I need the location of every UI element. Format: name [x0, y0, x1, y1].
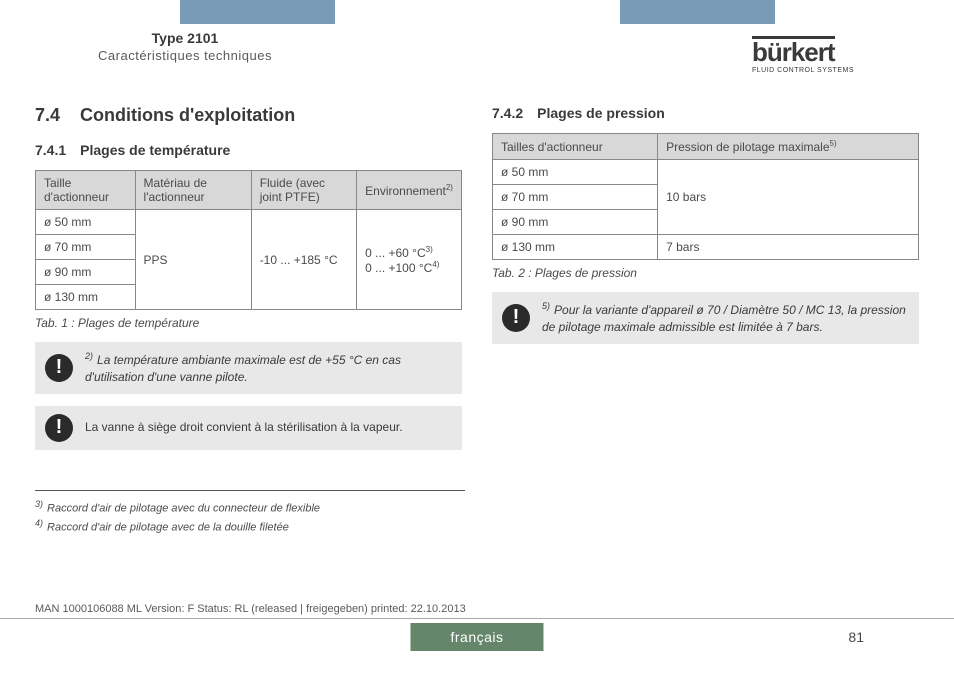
note-body: La température ambiante maximale est de … [85, 353, 401, 384]
brand-logo: bürkert FLUID CONTROL SYSTEMS [752, 36, 854, 74]
subsection-number: 7.4.2 [492, 105, 523, 121]
warning-icon: ! [45, 414, 73, 442]
top-bar-left [180, 0, 335, 24]
footnote-sup: 3) [35, 499, 43, 509]
note-body: Pour la variante d'appareil ø 70 / Diamè… [542, 303, 906, 334]
cell-pressure: 10 bars [658, 160, 919, 235]
footnote-4: 4) Raccord d'air de pilotage avec de la d… [35, 518, 465, 534]
env2-sup: 4) [432, 260, 439, 269]
env2-text: 0 ... +100 °C [365, 261, 432, 275]
footnote-3: 3) Raccord d'air de pilotage avec du conn… [35, 499, 465, 515]
pressure-table: Tailles d'actionneur Pression de pilotag… [492, 133, 919, 260]
note-box: ! 2)La température ambiante maximale est… [35, 342, 462, 394]
top-bar-right [620, 0, 775, 24]
cell-size: ø 130 mm [36, 285, 136, 310]
note-text: 5)Pour la variante d'appareil ø 70 / Dia… [542, 300, 909, 336]
cell-size: ø 70 mm [36, 235, 136, 260]
language-tab: français [410, 623, 543, 651]
th-env: Environnement2) [357, 171, 462, 210]
th-env-sup: 2) [446, 183, 453, 192]
brand-tagline: FLUID CONTROL SYSTEMS [752, 67, 854, 74]
cell-size: ø 50 mm [36, 210, 136, 235]
table-row: ø 50 mm PPS -10 ... +185 °C 0 ... +60 °C… [36, 210, 462, 235]
cell-size: ø 130 mm [493, 235, 658, 260]
warning-icon: ! [502, 304, 530, 332]
section-number: 7.4 [35, 105, 60, 126]
section-title: Conditions d'exploitation [80, 105, 295, 125]
cell-size: ø 50 mm [493, 160, 658, 185]
th-fluid: Fluide (avec joint PTFE) [251, 171, 356, 210]
note-text: La vanne à siège droit convient à la sté… [85, 419, 403, 436]
th-env-text: Environnement [365, 184, 446, 198]
warning-icon: ! [45, 354, 73, 382]
env1-sup: 3) [426, 245, 433, 254]
cell-size: ø 90 mm [493, 210, 658, 235]
header-block: Type 2101 Caractéristiques techniques [35, 30, 335, 63]
th-material: Matériau de l'actionneur [135, 171, 251, 210]
top-color-bars [0, 0, 954, 24]
footnote-text: Raccord d'air de pilotage avec du connec… [47, 503, 320, 515]
cell-env: 0 ... +60 °C3) 0 ... +100 °C4) [357, 210, 462, 310]
table-header-row: Taille d'actionneur Matériau de l'action… [36, 171, 462, 210]
table-row: ø 50 mm 10 bars [493, 160, 919, 185]
cell-size: ø 90 mm [36, 260, 136, 285]
th-pressure: Pression de pilotage maximale5) [658, 134, 919, 160]
subsection-title: Plages de température [80, 142, 230, 158]
table-row: ø 130 mm 7 bars [493, 235, 919, 260]
th-size: Taille d'actionneur [36, 171, 136, 210]
cell-pressure: 7 bars [658, 235, 919, 260]
page-number: 81 [848, 629, 864, 645]
brand-name: bürkert [752, 36, 835, 64]
table-header-row: Tailles d'actionneur Pression de pilotag… [493, 134, 919, 160]
th-pressure-sup: 5) [830, 139, 837, 148]
note-sup: 5) [542, 301, 550, 311]
right-column: 7.4.2 Plages de pression Tailles d'action… [492, 105, 919, 450]
temperature-table: Taille d'actionneur Matériau de l'action… [35, 170, 462, 310]
subsection-number: 7.4.1 [35, 142, 66, 158]
th-pressure-text: Pression de pilotage maximale [666, 140, 829, 154]
note-sup: 2) [85, 351, 93, 361]
footnotes: 3) Raccord d'air de pilotage avec du conn… [35, 490, 465, 536]
note-box: ! 5)Pour la variante d'appareil ø 70 / D… [492, 292, 919, 344]
footnote-sup: 4) [35, 518, 43, 528]
table-caption: Tab. 2 : Plages de pression [492, 266, 919, 280]
th-size: Tailles d'actionneur [493, 134, 658, 160]
note-text: 2)La température ambiante maximale est d… [85, 350, 452, 386]
footer-divider [0, 618, 954, 619]
env1-text: 0 ... +60 °C [365, 246, 426, 260]
table-caption: Tab. 1 : Plages de température [35, 316, 462, 330]
cell-fluid: -10 ... +185 °C [251, 210, 356, 310]
cell-material: PPS [135, 210, 251, 310]
footnote-text: Raccord d'air de pilotage avec de la dou… [47, 521, 289, 533]
header-subtitle: Caractéristiques techniques [35, 48, 335, 63]
cell-size: ø 70 mm [493, 185, 658, 210]
type-title: Type 2101 [35, 30, 335, 46]
note-box: ! La vanne à siège droit convient à la s… [35, 406, 462, 450]
footer-meta: MAN 1000106088 ML Version: F Status: RL … [35, 603, 466, 615]
subsection-title: Plages de pression [537, 105, 665, 121]
left-column: 7.4 Conditions d'exploitation 7.4.1 Plages… [35, 105, 462, 450]
